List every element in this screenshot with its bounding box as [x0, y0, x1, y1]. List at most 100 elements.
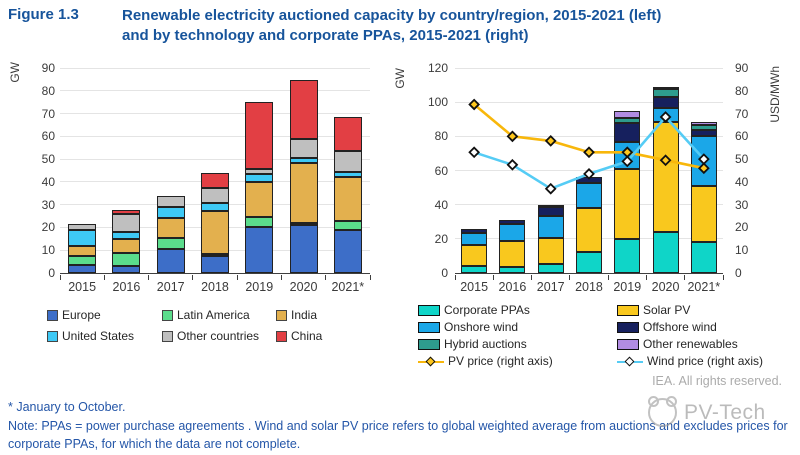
legend-item-europe: Europe — [47, 309, 162, 322]
legend-line-icon — [418, 356, 444, 367]
legend-label: Other countries — [177, 329, 260, 343]
segment-china — [245, 101, 274, 169]
legend-label: India — [291, 308, 318, 322]
right-axis-tick-label: 30 — [735, 197, 749, 212]
y-axis-tick-label: 90 — [41, 61, 55, 75]
segment-united-states — [156, 206, 185, 219]
axis-tick — [103, 275, 105, 280]
segment-latin-america — [333, 220, 362, 230]
note-text: Note: PPAs = power purchase agreements .… — [8, 419, 788, 451]
segment-india — [156, 218, 185, 238]
legend-swatch — [617, 339, 639, 350]
right-axis-tick-label: 80 — [735, 83, 749, 98]
y-axis-tick-label: 50 — [41, 152, 55, 167]
right-chart-y-axis-title: GW — [393, 68, 407, 89]
right-chart-legend: Corporate PPAs Solar PV Onshore wind Offsho… — [418, 304, 777, 368]
legend-item-china: China — [276, 330, 371, 343]
bar-2016 — [499, 220, 526, 273]
segment-corporate-ppas — [690, 242, 717, 273]
segment-solar-pv — [652, 121, 679, 232]
legend-item-united-states: United States — [47, 330, 162, 343]
axis-tick — [280, 275, 282, 280]
legend-swatch — [47, 310, 58, 321]
left-chart-x-labels: 2015 2016 2017 2018 2019 2020 2021* — [60, 280, 370, 294]
legend-swatch — [47, 331, 58, 342]
right-chart-right-axis-title: USD/MWh — [768, 66, 782, 123]
bar-2019 — [614, 110, 641, 273]
axis-tick — [192, 275, 194, 280]
right-chart-plot — [454, 67, 724, 280]
gridline — [60, 90, 370, 92]
x-axis-label: 2017 — [156, 280, 185, 294]
legend-item-solar-pv: Solar PV — [617, 304, 777, 317]
segment-onshore-wind — [537, 215, 564, 238]
legend-swatch — [418, 322, 440, 333]
diamond-marker-icon — [624, 356, 635, 366]
legend-item-india: India — [276, 309, 371, 322]
bar-2019 — [245, 101, 274, 273]
segment-solar-pv — [575, 208, 602, 252]
legend-swatch — [276, 310, 287, 321]
legend-label: PV price (right axis) — [448, 354, 553, 368]
segment-onshore-wind — [499, 224, 526, 241]
segment-other-renewables — [652, 86, 679, 90]
y-axis-tick-label: 20 — [41, 220, 55, 235]
x-axis-label: 2016 — [112, 280, 141, 294]
legend-label: Solar PV — [643, 303, 691, 317]
y-axis-tick-label: 10 — [41, 243, 55, 258]
segment-latin-america — [112, 252, 141, 267]
segment-other-countries — [245, 168, 274, 175]
gridline — [60, 67, 370, 69]
legend-label: Europe — [62, 308, 101, 322]
legend-label: China — [291, 329, 323, 343]
right-chart: GW USD/MWh 2015 2016 2017 2018 2019 2020 2021*… — [390, 60, 790, 300]
segment-other-countries — [333, 151, 362, 172]
bar-group — [60, 68, 370, 273]
segment-china — [333, 117, 362, 152]
right-axis-tick-label: 90 — [735, 61, 749, 75]
x-axis-label: 2021* — [331, 280, 365, 294]
segment-europe — [156, 249, 185, 273]
legend-label: Wind price (right axis) — [647, 354, 764, 368]
axis-tick — [325, 275, 327, 280]
segment-other-countries — [112, 213, 141, 233]
segment-india — [245, 182, 274, 217]
segment-onshore-wind — [690, 136, 717, 186]
right-axis-tick-label: 50 — [735, 152, 749, 167]
axis-tick — [645, 275, 647, 280]
segment-offshore-wind — [614, 122, 641, 143]
segment-united-states — [333, 171, 362, 178]
bar-2020 — [289, 79, 318, 273]
segment-united-states — [68, 230, 97, 247]
asterisk-note: * January to October. — [8, 400, 126, 414]
segment-latin-america — [245, 216, 274, 227]
segment-india — [112, 238, 141, 253]
y-axis-tick-label: 60 — [41, 129, 55, 144]
left-chart-plot — [59, 67, 371, 280]
left-chart-y-axis-title: GW — [8, 62, 22, 83]
segment-india — [200, 210, 229, 254]
gridline — [60, 135, 370, 137]
segment-onshore-wind — [614, 142, 641, 169]
right-axis-tick-label: 40 — [735, 174, 749, 189]
bar-2015 — [461, 228, 488, 273]
segment-united-states — [245, 174, 274, 183]
segment-offshore-wind — [461, 228, 488, 233]
axis-tick — [454, 275, 456, 280]
y-axis-tick-label: 100 — [427, 95, 448, 110]
bar-2017 — [156, 195, 185, 273]
segment-onshore-wind — [575, 183, 602, 209]
bar-2018 — [575, 176, 602, 273]
x-axis-label: 2018 — [201, 280, 229, 294]
segment-united-states — [289, 158, 318, 163]
segment-hybrid-auctions — [652, 89, 679, 98]
segment-onshore-wind — [652, 108, 679, 122]
gridline — [60, 158, 370, 160]
segment-other-countries — [289, 138, 318, 159]
legend-swatch — [617, 305, 639, 316]
axis-tick — [684, 275, 686, 280]
right-axis-tick-label: 10 — [735, 243, 749, 258]
segment-europe — [245, 226, 274, 273]
legend-item-other-renewables: Other renewables — [617, 338, 777, 351]
left-chart-legend: Europe Latin America India United States Oth… — [47, 309, 371, 343]
